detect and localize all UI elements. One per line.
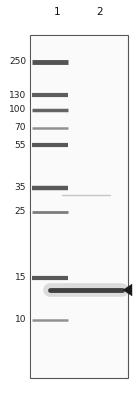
- Text: 10: 10: [14, 316, 26, 324]
- Text: 130: 130: [9, 90, 26, 100]
- Text: 55: 55: [14, 140, 26, 150]
- Bar: [30, 35, 128, 378]
- Text: 1: 1: [54, 7, 60, 17]
- Polygon shape: [123, 284, 132, 296]
- Text: 25: 25: [15, 208, 26, 216]
- Bar: [31, 36, 127, 377]
- Text: 70: 70: [14, 124, 26, 132]
- Text: 2: 2: [97, 7, 103, 17]
- Text: 15: 15: [14, 274, 26, 282]
- Text: 100: 100: [9, 106, 26, 114]
- Text: 250: 250: [9, 58, 26, 66]
- Text: 35: 35: [14, 184, 26, 192]
